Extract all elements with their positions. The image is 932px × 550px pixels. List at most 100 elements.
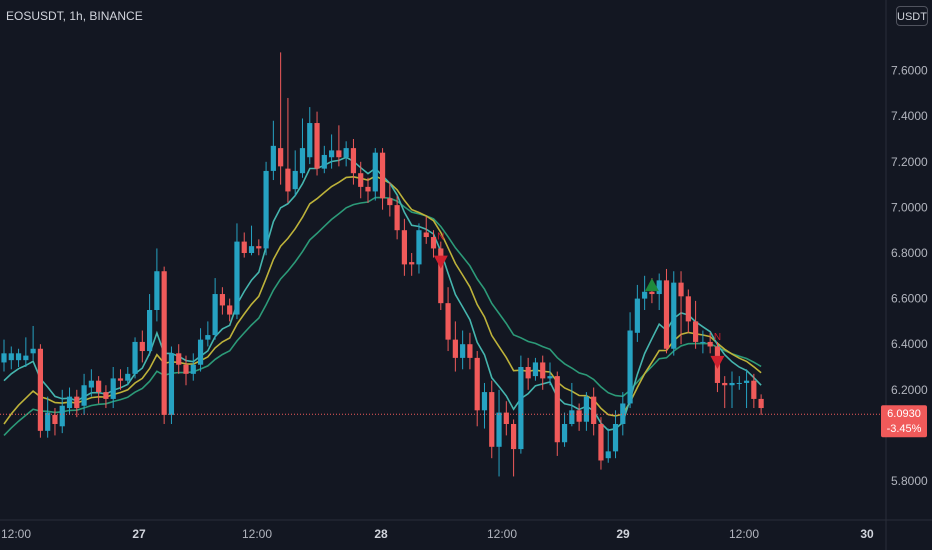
candle-body <box>423 232 429 238</box>
candle-body <box>591 396 597 424</box>
candle-body <box>409 262 415 265</box>
time-tick-label: 29 <box>616 527 630 541</box>
candle-body <box>511 424 517 450</box>
candle-body <box>693 321 699 342</box>
last-price-tag-bg <box>881 405 927 438</box>
candle-body <box>350 148 357 174</box>
candle-body <box>212 294 218 336</box>
candle-body <box>23 355 29 361</box>
candle-body <box>598 424 604 461</box>
candle-body <box>307 123 313 158</box>
candle-body <box>329 150 335 158</box>
candle-body <box>532 362 539 377</box>
time-axis[interactable]: 12:00 27 12:00 28 12:00 29 12:00 30 <box>1 527 874 541</box>
time-tick-label: 27 <box>132 527 146 541</box>
candle-body <box>685 296 691 322</box>
candle-body <box>489 392 495 447</box>
candle-body <box>751 380 757 399</box>
price-tick-label: 7.6000 <box>891 64 928 78</box>
candle-body <box>583 396 589 422</box>
candle-body <box>605 451 611 459</box>
candle-body <box>554 376 560 443</box>
time-tick-label: 12:00 <box>487 527 517 541</box>
candle-body <box>394 205 400 231</box>
candle-body <box>460 344 466 358</box>
ma-slow-line <box>3 196 762 436</box>
candle-body <box>758 398 764 409</box>
candle-body <box>197 339 204 365</box>
candle-body <box>540 362 546 379</box>
candle-body <box>387 198 393 206</box>
price-tick-label: 6.6000 <box>891 292 928 306</box>
candle-body <box>452 339 458 358</box>
candle-body <box>620 403 626 424</box>
candle-body <box>8 353 14 361</box>
candle-body <box>154 271 160 310</box>
price-tick-label: 6.2000 <box>891 383 928 397</box>
chart-symbol-title: EOSUSDT, 1h, BINANCE <box>6 9 143 23</box>
candle-body <box>1 353 7 363</box>
candle-body <box>299 148 306 174</box>
candle-body <box>671 282 677 349</box>
buy-signal-icon <box>644 278 659 292</box>
candle-body <box>176 353 182 365</box>
candle-body <box>547 376 553 379</box>
candle-body <box>241 241 247 253</box>
candle-body <box>321 154 327 169</box>
ma-mid-line <box>3 175 762 425</box>
candle-body <box>518 367 524 450</box>
candle-body <box>59 405 65 427</box>
candle-body <box>183 364 189 374</box>
candle-body <box>743 380 750 383</box>
candle-body <box>525 367 531 379</box>
candle-body <box>642 291 648 299</box>
price-axis[interactable]: 7.6000 7.4000 7.2000 7.0000 6.8000 6.6000 6.40… <box>891 64 928 488</box>
candle-body <box>132 341 138 374</box>
last-price-value: 6.0930 <box>887 408 921 420</box>
candle-body <box>161 271 167 415</box>
last-price-tag: 6.0930 -3.45% <box>0 405 927 438</box>
candle-body <box>52 414 58 424</box>
candle-body <box>729 382 735 386</box>
sell-signal-label: N <box>714 332 721 343</box>
price-tick-label: 6.8000 <box>891 246 928 260</box>
candle-body <box>561 424 568 443</box>
candle-body <box>736 382 742 384</box>
price-tick-label: 5.8000 <box>891 474 928 488</box>
signals: NN <box>433 232 725 369</box>
time-tick-label: 28 <box>374 527 388 541</box>
price-tick-label: 6.4000 <box>891 337 928 351</box>
candle-body <box>379 152 386 199</box>
candle-body <box>45 412 51 431</box>
candle-body <box>343 148 349 158</box>
candle-body <box>110 378 116 399</box>
candle-body <box>285 168 291 192</box>
candle-body <box>445 303 451 340</box>
candle-body <box>234 241 240 315</box>
candle-body <box>74 396 80 409</box>
currency-selector[interactable]: USDT <box>896 6 928 26</box>
candle-body <box>576 410 582 422</box>
candle-body <box>627 330 633 404</box>
time-tick-label: 30 <box>860 527 874 541</box>
candle-body <box>30 348 36 354</box>
price-tick-label: 7.4000 <box>891 109 928 123</box>
candle-body <box>438 248 444 304</box>
candle-body <box>263 170 269 249</box>
candle-body <box>190 364 196 374</box>
candle-body <box>401 230 407 265</box>
candle-body <box>278 148 284 167</box>
candle-body <box>430 237 437 249</box>
candle-body <box>37 348 43 431</box>
candle-body <box>336 150 342 158</box>
candle-body <box>700 341 706 343</box>
candle-body <box>365 186 371 192</box>
candle-body <box>634 298 640 333</box>
candle-body <box>117 378 124 381</box>
candle-body <box>15 353 22 361</box>
candle-body <box>248 246 255 253</box>
candle-body <box>81 385 87 406</box>
time-tick-label: 12:00 <box>242 527 272 541</box>
